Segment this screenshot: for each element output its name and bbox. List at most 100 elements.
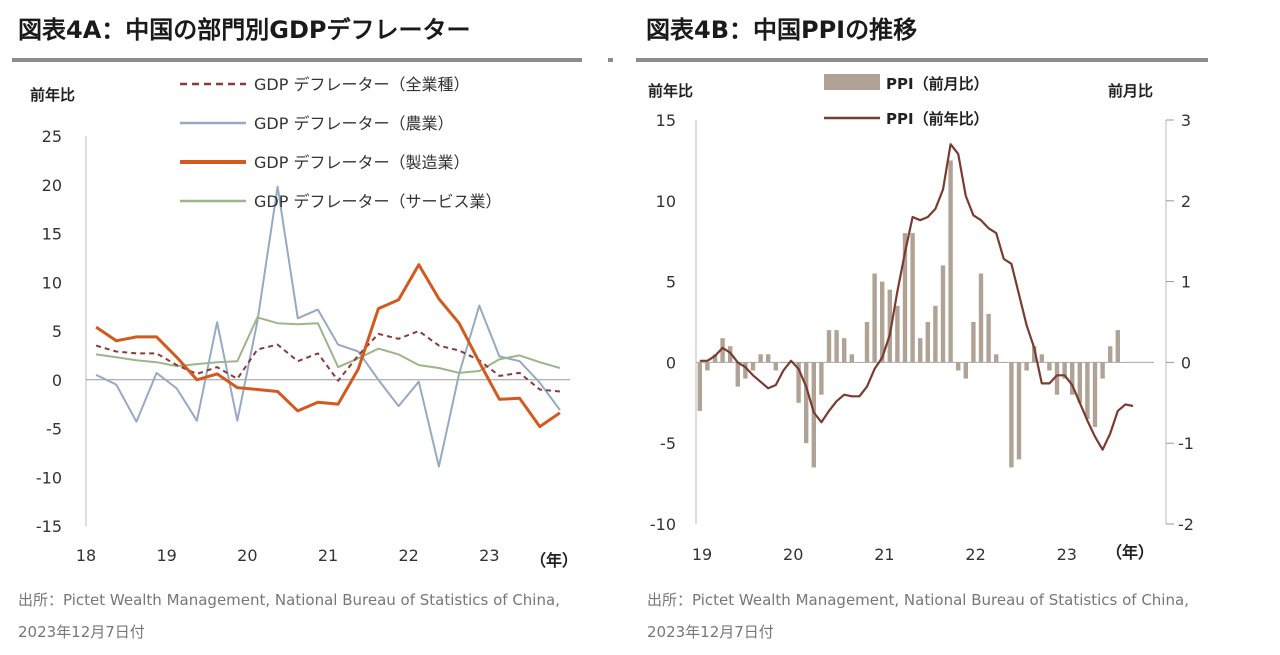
y-tick-label: -10: [36, 468, 62, 487]
y-axis-left-label: 前年比: [648, 82, 693, 100]
ppi-mom-bar: [1077, 362, 1082, 403]
ppi-mom-bar: [933, 305, 938, 363]
ppi-mom-bar: [1115, 330, 1120, 363]
y-left-tick-label: 15: [656, 111, 676, 130]
ppi-mom-bar: [872, 273, 877, 363]
ppi-mom-bar: [963, 362, 968, 379]
ppi-mom-bar: [1070, 362, 1075, 395]
left-source-line2: 2023年12月7日付: [18, 623, 145, 641]
y-right-tick-label: 1: [1181, 273, 1191, 292]
x-tick-label: 19: [156, 546, 176, 565]
title-rule-separator: [608, 58, 613, 62]
x-tick-label: 19: [692, 545, 712, 564]
ppi-mom-bar: [834, 330, 839, 363]
y-left-tick-label: -10: [650, 515, 676, 534]
y-tick-label: 20: [42, 176, 62, 195]
ppi-mom-bar: [788, 362, 794, 363]
ppi-mom-bar: [1024, 362, 1029, 371]
y-tick-label: 15: [42, 225, 62, 244]
y-axis-right-label: 前月比: [1108, 82, 1153, 100]
ppi-mom-bar: [842, 338, 847, 363]
ppi-yoy-line: [699, 143, 1134, 451]
left-chart-gdp-deflator: 前年比 25 20 15 10 5 0 -5 -10 -15 18 19 20 21 22 23 （年） GDP …: [30, 75, 578, 570]
ppi-mom-bar: [1039, 354, 1044, 363]
y-right-tick-label: 0: [1181, 353, 1191, 372]
ppi-mom-bar: [1062, 362, 1067, 379]
ppi-mom-bar: [1092, 362, 1098, 427]
x-tick-label: 20: [783, 545, 803, 564]
y-tick-label: 5: [52, 322, 62, 341]
ppi-mom-bar: [758, 354, 763, 363]
ppi-mom-bar: [781, 362, 786, 363]
y-tick-label: 10: [42, 273, 62, 292]
x-tick-label: 20: [237, 546, 257, 565]
right-source-line2: 2023年12月7日付: [647, 623, 774, 641]
ppi-mom-bar: [910, 233, 915, 363]
x-tick-label: 22: [398, 546, 418, 565]
y-right-tick-label: 3: [1181, 111, 1191, 130]
legend-label-1: GDP デフレーター（農業）: [254, 114, 453, 133]
legend-label-0: GDP デフレーター（全業種）: [254, 75, 469, 94]
series-line-2: [95, 263, 561, 429]
ppi-mom-bar: [697, 362, 702, 411]
ppi-mom-bar: [1047, 362, 1052, 371]
x-tick-label: 21: [874, 545, 894, 564]
left-title-rule: [12, 58, 582, 62]
x-tick-label: 23: [1057, 545, 1077, 564]
x-axis-label: （年）: [530, 551, 578, 570]
ppi-mom-bar: [811, 362, 816, 468]
ppi-mom-bar: [971, 322, 976, 363]
x-tick-label: 18: [76, 546, 96, 565]
ppi-mom-bar: [948, 160, 953, 363]
ppi-mom-bar: [720, 338, 725, 363]
ppi-mom-bar: [940, 265, 946, 363]
x-tick-label: 23: [479, 546, 499, 565]
ppi-mom-bar: [1100, 362, 1105, 379]
legend-label-bar: PPI（前月比）: [886, 75, 989, 93]
ppi-mom-bar: [895, 305, 900, 363]
x-axis-label: （年）: [1106, 543, 1154, 562]
ppi-mom-bar: [766, 354, 771, 363]
y-axis-label: 前年比: [30, 86, 75, 104]
ppi-mom-bar: [1016, 362, 1022, 460]
y-right-tick-label: -2: [1178, 515, 1194, 534]
ppi-mom-bar: [994, 354, 999, 363]
ppi-mom-bar: [826, 330, 832, 363]
ppi-mom-bar: [1032, 346, 1037, 363]
ppi-mom-bar: [819, 362, 824, 395]
ppi-mom-bar: [1054, 362, 1060, 395]
left-chart-title: 図表4A：中国の部門別GDPデフレーター: [18, 16, 471, 44]
y-tick-label: 0: [52, 371, 62, 390]
series-line-0: [95, 330, 560, 393]
ppi-mom-bar: [880, 281, 885, 363]
y-right-tick-label: -1: [1178, 434, 1194, 453]
legend-label-2: GDP デフレーター（製造業）: [254, 153, 469, 172]
ppi-mom-bar: [887, 289, 892, 363]
ppi-mom-bar: [849, 354, 854, 363]
ppi-mom-bar: [956, 362, 961, 371]
x-tick-label: 22: [965, 545, 985, 564]
y-left-tick-label: 10: [656, 192, 676, 211]
ppi-mom-bar: [1123, 362, 1128, 363]
y-left-tick-label: 0: [666, 353, 676, 372]
legend-label-3: GDP デフレーター（サービス業）: [254, 192, 501, 211]
ppi-mom-bar: [1085, 362, 1090, 419]
ppi-mom-bar: [804, 362, 809, 444]
ppi-mom-bar: [1108, 346, 1113, 363]
y-right-tick-label: 2: [1181, 192, 1191, 211]
ppi-mom-bar: [743, 362, 748, 379]
right-chart-title: 図表4B：中国PPIの推移: [646, 16, 918, 44]
y-tick-label: -5: [46, 420, 62, 439]
legend-label-line: PPI（前年比）: [886, 110, 989, 128]
x-tick-label: 21: [318, 546, 338, 565]
ppi-mom-bar: [735, 362, 740, 387]
ppi-mom-bar: [712, 354, 718, 363]
ppi-mom-bar: [925, 322, 930, 363]
left-source-line1: 出所：Pictet Wealth Management, National Bu…: [18, 591, 560, 609]
ppi-mom-bar: [902, 233, 908, 363]
ppi-mom-bar: [750, 362, 756, 371]
ppi-mom-bar: [986, 313, 991, 363]
ppi-mom-bar: [857, 362, 862, 363]
ppi-mom-bar: [796, 362, 801, 403]
